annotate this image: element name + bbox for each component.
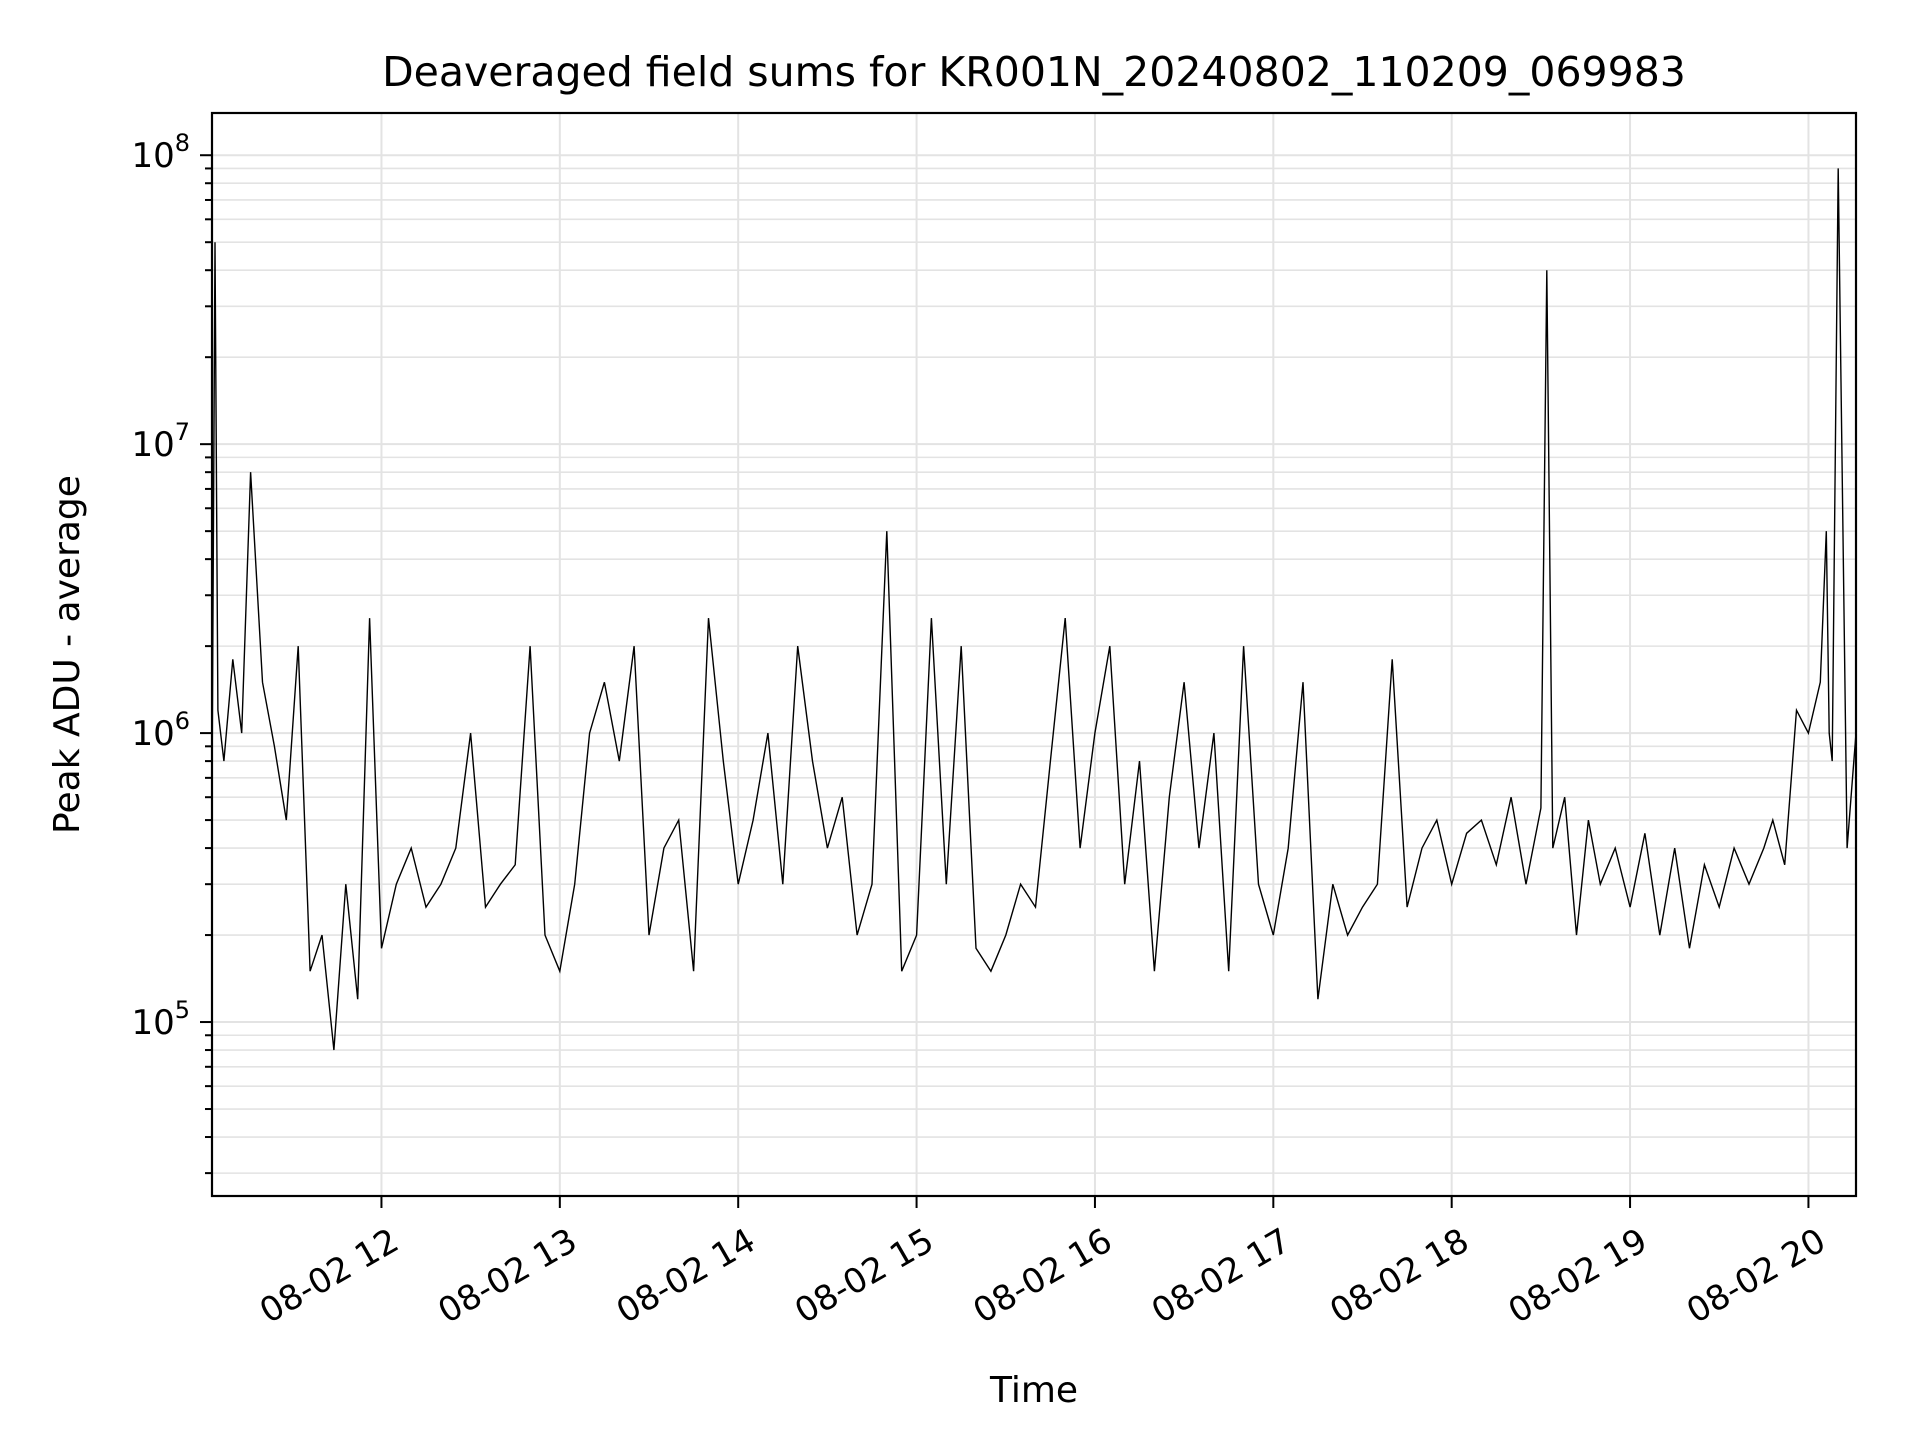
grid bbox=[212, 113, 1856, 1196]
chart-title: Deaveraged field sums for KR001N_2024080… bbox=[382, 48, 1686, 96]
y-tick-base: 10 bbox=[131, 425, 174, 465]
y-tick-exponent: 6 bbox=[175, 707, 190, 735]
y-tick-exponent: 7 bbox=[175, 418, 190, 446]
y-tick-base: 10 bbox=[131, 136, 174, 176]
plot-frame bbox=[210, 111, 1858, 1198]
y-axis-label: Peak ADU - average bbox=[47, 475, 88, 834]
y-tick-exponent: 5 bbox=[175, 996, 190, 1024]
y-tick-label: 107 bbox=[131, 418, 190, 465]
chart-text: Deaveraged field sums for KR001N_2024080… bbox=[47, 48, 1686, 1411]
series-layer bbox=[211, 168, 1857, 1051]
y-tick-exponent: 8 bbox=[175, 129, 190, 157]
y-tick-label: 105 bbox=[131, 996, 190, 1043]
y-tick-base: 10 bbox=[131, 714, 174, 754]
series-line bbox=[211, 168, 1857, 1051]
y-tick-base: 10 bbox=[131, 1003, 174, 1043]
y-tick-label: 108 bbox=[131, 129, 190, 176]
y-tick-label: 106 bbox=[131, 707, 190, 754]
x-axis-label: Time bbox=[989, 1370, 1078, 1411]
